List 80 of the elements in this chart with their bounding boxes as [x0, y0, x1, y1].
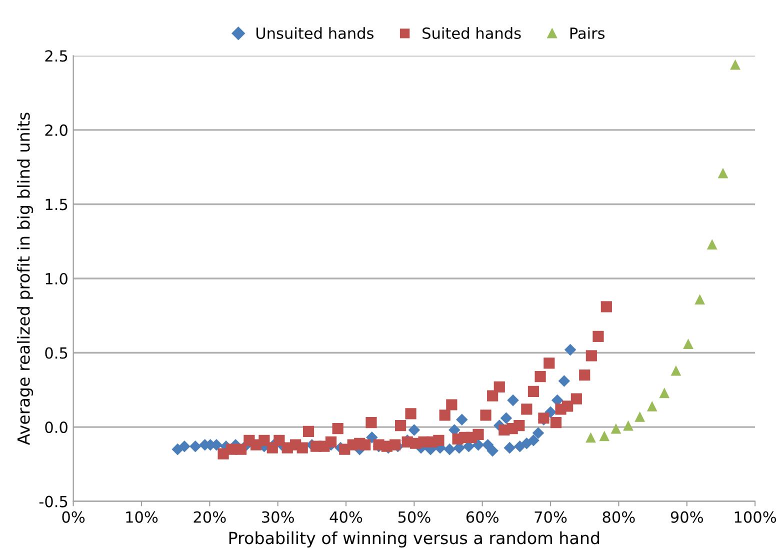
point	[670, 365, 682, 376]
point	[600, 301, 612, 312]
point	[366, 417, 377, 428]
x-tick-label: 20%	[194, 511, 226, 523]
point	[235, 444, 247, 455]
point	[480, 410, 492, 421]
point	[610, 423, 622, 434]
y-axis-title: Average realized profit in big blind units	[16, 112, 34, 445]
x-tick-label: 10%	[126, 511, 158, 523]
point	[534, 370, 546, 382]
point	[718, 168, 728, 178]
point	[528, 434, 540, 446]
point	[521, 404, 532, 415]
point	[706, 239, 718, 250]
point	[325, 436, 337, 448]
y-tick-label: 1.0	[46, 272, 68, 285]
x-tick-label: 90%	[670, 511, 704, 523]
point	[694, 294, 706, 304]
x-tick-label: 80%	[602, 511, 635, 523]
point	[444, 443, 456, 456]
point	[332, 422, 344, 434]
point	[487, 390, 498, 402]
point	[504, 442, 516, 454]
point	[178, 440, 190, 452]
x-tick-label: 30%	[262, 511, 294, 523]
legend-label: Pairs	[570, 27, 605, 39]
point	[494, 381, 505, 392]
point	[439, 410, 450, 421]
point	[189, 440, 202, 452]
point	[274, 434, 285, 446]
x-tick-label: 100%	[734, 511, 776, 523]
point	[683, 338, 694, 350]
point	[586, 432, 596, 443]
point	[456, 414, 468, 426]
y-tick-label: 0.0	[45, 422, 68, 434]
x-tick-label: 70%	[534, 511, 567, 523]
x-tick-label: 40%	[330, 511, 362, 523]
y-tick-label: -0.5	[39, 496, 68, 508]
point	[532, 427, 544, 439]
point	[507, 394, 519, 406]
point	[360, 439, 371, 450]
point	[562, 400, 574, 412]
point	[599, 430, 610, 442]
point	[646, 401, 658, 412]
point	[446, 399, 458, 410]
point	[394, 420, 406, 432]
point	[730, 59, 740, 70]
y-tick-label: 0.5	[45, 347, 68, 359]
point	[486, 444, 498, 457]
point	[500, 412, 512, 424]
x-tick-label: 50%	[398, 511, 430, 523]
point	[634, 411, 646, 422]
point	[514, 420, 525, 432]
point	[623, 420, 634, 431]
point	[564, 344, 576, 356]
x-tick-label: 0%	[62, 511, 85, 523]
point	[408, 424, 420, 436]
legend-label: Suited hands	[422, 27, 521, 39]
point	[390, 439, 401, 450]
x-tick-label: 60%	[466, 511, 498, 523]
y-tick-label: 1.5	[46, 198, 68, 210]
point	[592, 330, 604, 342]
point	[544, 358, 555, 369]
point	[433, 434, 444, 446]
legend-label: Unsuited hands	[256, 27, 374, 39]
point	[570, 393, 582, 404]
point	[558, 375, 570, 387]
y-tick-label: 2.0	[45, 124, 68, 136]
point	[472, 428, 484, 440]
point	[258, 434, 270, 446]
y-tick-label: 2.5	[45, 50, 68, 62]
point	[579, 369, 590, 381]
point	[405, 408, 416, 420]
x-axis-title: Probability of winning versus a random hand	[229, 531, 600, 548]
point	[586, 350, 597, 362]
point	[550, 417, 562, 428]
point	[528, 386, 540, 397]
point	[302, 426, 314, 438]
point	[659, 388, 670, 398]
point	[296, 442, 308, 454]
